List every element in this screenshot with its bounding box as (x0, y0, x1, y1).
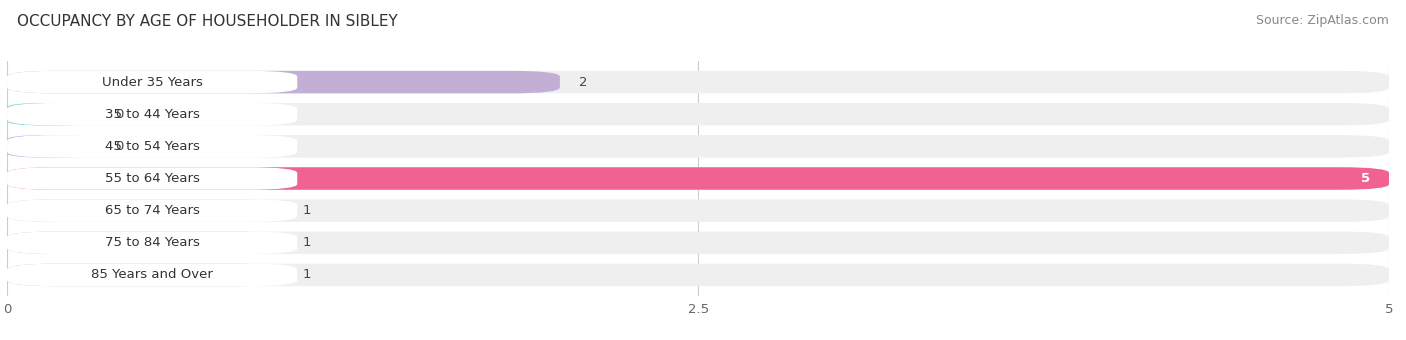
FancyBboxPatch shape (7, 167, 1389, 190)
FancyBboxPatch shape (7, 264, 284, 286)
FancyBboxPatch shape (7, 199, 284, 222)
FancyBboxPatch shape (7, 167, 1389, 190)
FancyBboxPatch shape (7, 71, 1389, 94)
FancyBboxPatch shape (7, 135, 297, 158)
FancyBboxPatch shape (7, 135, 96, 158)
Text: 5: 5 (1361, 172, 1369, 185)
Text: 1: 1 (302, 268, 311, 282)
Text: Under 35 Years: Under 35 Years (101, 75, 202, 89)
Text: 2: 2 (579, 75, 588, 89)
FancyBboxPatch shape (7, 264, 297, 286)
Text: 55 to 64 Years: 55 to 64 Years (104, 172, 200, 185)
FancyBboxPatch shape (7, 71, 297, 94)
Text: 65 to 74 Years: 65 to 74 Years (104, 204, 200, 217)
FancyBboxPatch shape (7, 103, 297, 125)
FancyBboxPatch shape (7, 199, 297, 222)
FancyBboxPatch shape (7, 135, 1389, 158)
Text: OCCUPANCY BY AGE OF HOUSEHOLDER IN SIBLEY: OCCUPANCY BY AGE OF HOUSEHOLDER IN SIBLE… (17, 14, 398, 29)
FancyBboxPatch shape (7, 199, 1389, 222)
FancyBboxPatch shape (7, 167, 297, 190)
Text: 35 to 44 Years: 35 to 44 Years (104, 108, 200, 121)
FancyBboxPatch shape (7, 264, 1389, 286)
FancyBboxPatch shape (7, 103, 96, 125)
Text: 1: 1 (302, 236, 311, 249)
FancyBboxPatch shape (7, 232, 284, 254)
Text: 0: 0 (115, 108, 124, 121)
Text: Source: ZipAtlas.com: Source: ZipAtlas.com (1256, 14, 1389, 27)
Text: 75 to 84 Years: 75 to 84 Years (104, 236, 200, 249)
FancyBboxPatch shape (7, 71, 560, 94)
Text: 85 Years and Over: 85 Years and Over (91, 268, 214, 282)
Text: 0: 0 (115, 140, 124, 153)
FancyBboxPatch shape (7, 103, 1389, 125)
FancyBboxPatch shape (7, 232, 1389, 254)
FancyBboxPatch shape (7, 232, 297, 254)
Text: 1: 1 (302, 204, 311, 217)
Text: 45 to 54 Years: 45 to 54 Years (104, 140, 200, 153)
